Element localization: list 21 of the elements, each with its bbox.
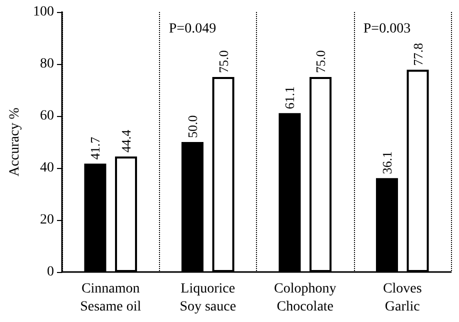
x-tick-label: Liquorice Soy sauce xyxy=(180,282,236,314)
data-label: 44.4 xyxy=(118,129,134,153)
y-tick-label: 60 xyxy=(40,108,54,124)
data-label: 61.1 xyxy=(282,86,298,110)
annotation: P=0.003 xyxy=(363,22,411,36)
y-tick-label: 0 xyxy=(47,264,54,280)
x-tick-label: Colophony Chocolate xyxy=(274,282,336,314)
data-label: 50.0 xyxy=(184,115,200,138)
annotation: P=0.049 xyxy=(168,22,216,36)
data-label: 77.8 xyxy=(410,42,426,66)
y-tick-label: 80 xyxy=(40,56,54,72)
x-tick-label: Cloves Garlic xyxy=(382,282,422,314)
y-axis-title: Accuracy % xyxy=(8,107,23,176)
data-label: 75.0 xyxy=(313,50,328,73)
y-tick-label: 20 xyxy=(40,212,54,228)
data-label: 75.0 xyxy=(216,50,231,73)
data-label: 36.1 xyxy=(379,151,394,174)
data-label: 41.7 xyxy=(88,136,103,160)
y-tick-label: 40 xyxy=(40,160,54,176)
y-tick-label: 100 xyxy=(33,4,54,20)
x-tick-label: Cinnamon Sesame oil xyxy=(80,282,142,314)
